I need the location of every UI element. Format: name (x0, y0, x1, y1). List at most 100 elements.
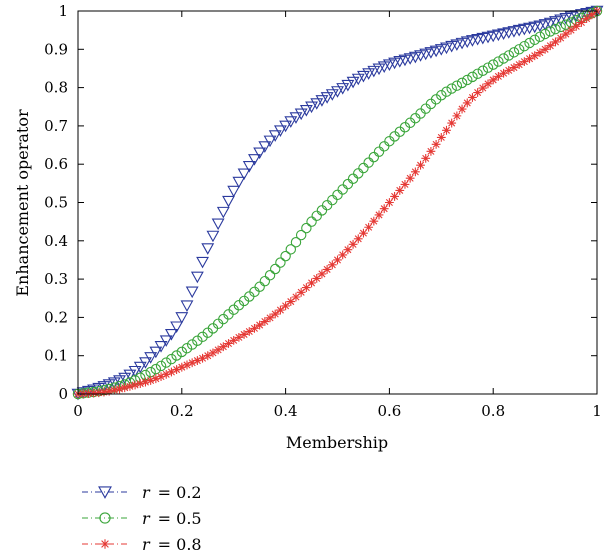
data-point (99, 387, 109, 397)
y-tick-label: 0.9 (44, 40, 68, 58)
data-point (307, 278, 316, 288)
curve-marker (222, 195, 235, 208)
curve-marker (291, 292, 301, 302)
data-point (280, 250, 291, 262)
curve-marker (362, 68, 376, 80)
curve-marker (390, 192, 399, 201)
curve-marker (289, 112, 303, 124)
data-point (514, 60, 524, 70)
curve-marker (524, 37, 535, 49)
curve-marker (320, 92, 334, 104)
data-point (254, 281, 265, 292)
curve-marker (400, 179, 410, 189)
curve-marker (379, 204, 389, 214)
curve-marker (94, 388, 104, 398)
curve-marker (265, 313, 275, 323)
curve-marker (208, 348, 218, 358)
curve-marker (441, 86, 452, 97)
legend-variable: r (142, 509, 151, 528)
curve-marker (290, 237, 302, 248)
curve-marker (141, 377, 150, 387)
curve-marker (232, 176, 246, 189)
curve-marker (530, 51, 540, 61)
curve-marker (545, 26, 556, 37)
curve-marker (556, 33, 566, 43)
curve-marker (519, 57, 529, 67)
curve-marker (457, 104, 467, 114)
curve-marker (167, 367, 176, 377)
curve-marker (431, 139, 441, 149)
curve-marker (216, 206, 230, 219)
x-tick-label: 0.6 (377, 402, 401, 420)
data-point (331, 86, 344, 98)
curve-marker (404, 117, 416, 128)
legend-label: r = 0.2 (142, 483, 202, 502)
curve-marker (83, 389, 93, 398)
curve-marker (348, 239, 358, 249)
curve-marker (452, 111, 462, 121)
curve-marker (192, 356, 202, 365)
curve-marker (130, 380, 140, 390)
data-point (358, 162, 369, 174)
data-point (229, 335, 239, 345)
y-axis-title: Enhancement operator (13, 109, 32, 297)
curve-marker (346, 76, 360, 89)
x-tick-label: 0 (73, 402, 83, 420)
legend-value: = 0.5 (158, 509, 202, 528)
curve-marker (187, 358, 197, 368)
curve-marker (294, 108, 308, 121)
legend-variable: r (142, 535, 151, 554)
data-point (177, 362, 187, 372)
data-point (255, 320, 265, 330)
x-tick-label: 1 (592, 402, 602, 420)
curve-marker (535, 48, 545, 58)
curve-marker (128, 365, 142, 378)
legend-variable: r (142, 483, 151, 502)
data-point (150, 363, 162, 375)
data-point (382, 59, 396, 71)
curve-marker (135, 379, 145, 388)
curve-marker (555, 21, 566, 33)
curve-marker (367, 65, 381, 78)
curve-marker (218, 342, 228, 352)
curve-marker (185, 286, 199, 299)
curve-marker (301, 222, 312, 234)
curve-marker (519, 40, 530, 52)
curve-marker (89, 388, 98, 398)
curve-marker (237, 168, 251, 181)
curve-marker (198, 353, 207, 363)
curve-marker (483, 79, 493, 89)
curve-marker (403, 53, 417, 65)
curve-marker (571, 21, 581, 31)
legend-marker (98, 486, 112, 499)
data-point (410, 167, 420, 177)
legend-label: r = 0.5 (142, 509, 202, 528)
curve-marker (363, 157, 374, 168)
curve-marker (299, 104, 313, 117)
axes-layer: 0 0.2 0.4 0.6 0.8 1 0 0.1 0.2 0.3 0.4 0.5 0.6 0.7 0.8 0… (44, 2, 602, 420)
y-tick-label: 0.5 (44, 194, 68, 212)
data-point (281, 301, 290, 311)
curve-marker (429, 45, 443, 58)
y-tick-label: 0.7 (44, 117, 68, 135)
curve-marker (368, 151, 380, 163)
curve-marker (446, 83, 457, 94)
curve-marker (164, 328, 178, 341)
curve-marker (310, 98, 324, 110)
data-point (462, 98, 472, 108)
curve-marker (478, 83, 488, 93)
series-1 (71, 5, 604, 401)
curve-marker (560, 19, 572, 30)
data-point (306, 216, 317, 227)
curve-marker (269, 263, 281, 275)
data-point (540, 44, 550, 54)
curve-marker (533, 20, 547, 33)
curve-marker (259, 275, 271, 287)
curve-marker (327, 194, 338, 206)
legend-label: r = 0.8 (142, 535, 202, 554)
legend-item: r = 0.2 (82, 483, 202, 502)
curve-marker (258, 141, 272, 153)
curve-marker (286, 297, 296, 306)
curve-marker (481, 31, 495, 44)
